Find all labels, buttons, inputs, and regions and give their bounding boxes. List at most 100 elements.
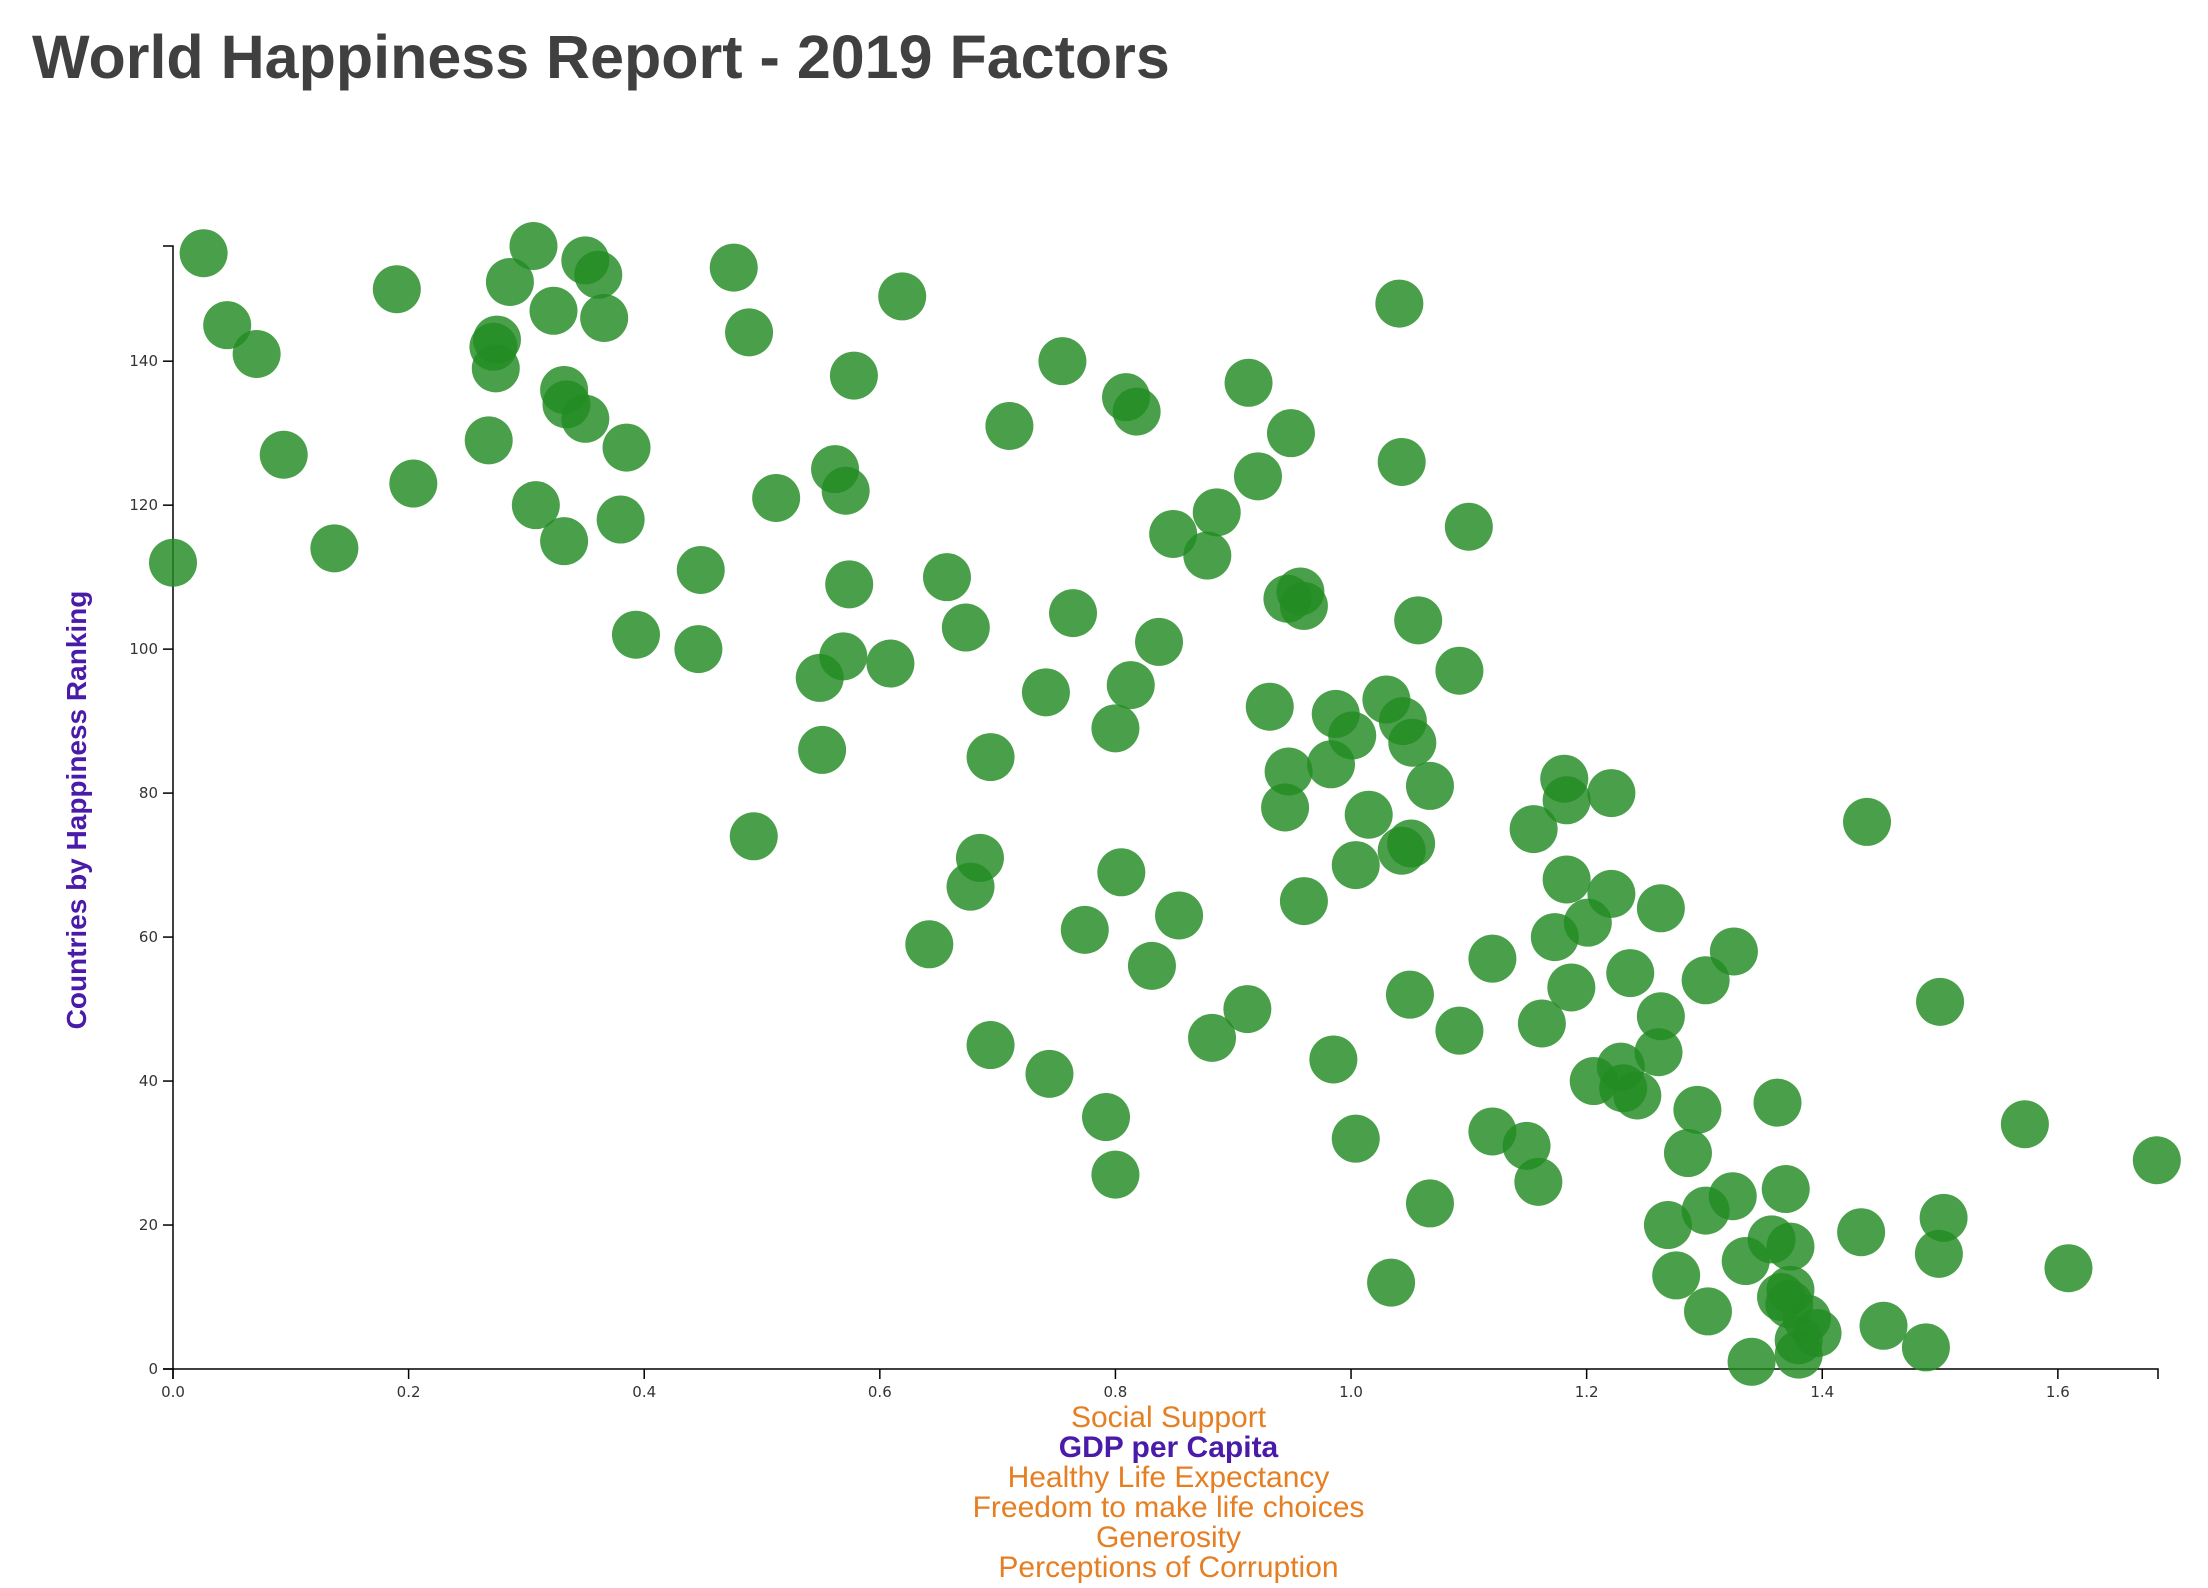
data-point[interactable] — [1916, 977, 1965, 1026]
data-point[interactable] — [1636, 884, 1685, 933]
data-point[interactable] — [1025, 1049, 1074, 1098]
data-point[interactable] — [752, 473, 801, 522]
data-point[interactable] — [1683, 1287, 1732, 1336]
data-point[interactable] — [1155, 891, 1204, 940]
data-point[interactable] — [1468, 934, 1517, 983]
data-point[interactable] — [1761, 1165, 1810, 1214]
data-point[interactable] — [602, 423, 651, 472]
data-point[interactable] — [821, 466, 870, 515]
data-point[interactable] — [1405, 761, 1454, 810]
data-point[interactable] — [1652, 1251, 1701, 1300]
data-point[interactable] — [1843, 797, 1892, 846]
data-point[interactable] — [1435, 1006, 1484, 1055]
data-point[interactable] — [709, 243, 758, 292]
x-axis-option[interactable]: GDP per Capita — [1058, 1431, 1279, 1464]
data-point[interactable] — [149, 538, 197, 587]
x-axis-option[interactable]: Generosity — [1095, 1521, 1242, 1554]
data-point[interactable] — [1837, 1208, 1886, 1257]
data-point[interactable] — [1331, 1114, 1380, 1163]
data-point[interactable] — [866, 639, 915, 688]
data-point[interactable] — [1766, 1222, 1815, 1271]
data-point[interactable] — [1127, 941, 1176, 990]
data-point[interactable] — [1264, 747, 1313, 796]
data-point[interactable] — [1394, 596, 1443, 645]
data-point[interactable] — [1331, 841, 1380, 890]
data-point[interactable] — [2132, 1136, 2181, 1185]
data-point[interactable] — [1774, 1330, 1823, 1379]
data-point[interactable] — [511, 481, 560, 530]
data-point[interactable] — [1188, 1013, 1237, 1062]
data-point[interactable] — [1233, 452, 1282, 501]
data-point[interactable] — [966, 1021, 1015, 1070]
data-point[interactable] — [1377, 826, 1426, 875]
data-point[interactable] — [825, 560, 874, 609]
data-point[interactable] — [1514, 1157, 1563, 1206]
data-point[interactable] — [1636, 992, 1685, 1041]
data-point[interactable] — [259, 430, 308, 479]
data-point[interactable] — [485, 257, 534, 306]
x-axis-option[interactable]: Healthy Life Expectancy — [1007, 1461, 1330, 1494]
data-point[interactable] — [1517, 999, 1566, 1048]
data-point[interactable] — [1753, 1078, 1802, 1127]
data-point[interactable] — [1606, 949, 1655, 998]
data-point[interactable] — [729, 812, 778, 861]
data-point[interactable] — [725, 308, 774, 357]
data-point[interactable] — [1149, 509, 1198, 558]
data-point[interactable] — [1509, 805, 1558, 854]
x-axis-option[interactable]: Social Support — [1070, 1401, 1267, 1434]
data-point[interactable] — [1367, 1258, 1416, 1307]
data-point[interactable] — [1091, 704, 1140, 753]
data-point[interactable] — [611, 610, 660, 659]
data-point[interactable] — [580, 293, 629, 342]
data-point[interactable] — [2044, 1244, 2093, 1293]
data-point[interactable] — [1663, 1129, 1712, 1178]
data-point[interactable] — [1721, 1237, 1770, 1286]
data-point[interactable] — [1344, 790, 1393, 839]
data-point[interactable] — [1135, 617, 1184, 666]
data-point[interactable] — [1091, 1150, 1140, 1199]
data-point[interactable] — [1112, 387, 1161, 436]
data-point[interactable] — [1681, 1186, 1730, 1235]
data-point[interactable] — [1613, 1071, 1662, 1120]
data-point[interactable] — [1245, 682, 1294, 731]
data-point[interactable] — [1309, 1035, 1358, 1084]
data-point[interactable] — [922, 553, 971, 602]
data-point[interactable] — [179, 229, 228, 278]
data-point[interactable] — [203, 301, 252, 350]
data-point[interactable] — [829, 351, 878, 400]
data-point[interactable] — [1405, 1179, 1454, 1228]
data-point[interactable] — [1097, 848, 1146, 897]
data-point[interactable] — [1279, 877, 1328, 926]
data-point[interactable] — [1435, 646, 1484, 695]
data-point[interactable] — [1919, 1193, 1968, 1242]
data-point[interactable] — [1224, 358, 1273, 407]
data-point[interactable] — [1542, 855, 1591, 904]
data-point[interactable] — [389, 459, 438, 508]
data-point[interactable] — [1377, 437, 1426, 486]
data-point[interactable] — [509, 222, 558, 270]
data-point[interactable] — [1183, 531, 1232, 580]
data-point[interactable] — [1021, 668, 1070, 717]
data-point[interactable] — [1223, 985, 1272, 1034]
data-point[interactable] — [1673, 1085, 1722, 1134]
data-point[interactable] — [1388, 718, 1437, 767]
data-point[interactable] — [1279, 581, 1328, 630]
data-point[interactable] — [1106, 661, 1155, 710]
data-point[interactable] — [1266, 409, 1315, 458]
data-point[interactable] — [878, 272, 927, 321]
data-point[interactable] — [795, 653, 844, 702]
data-point[interactable] — [1727, 1337, 1776, 1386]
data-point[interactable] — [1643, 1201, 1692, 1250]
data-point[interactable] — [1192, 488, 1241, 537]
data-point[interactable] — [1444, 502, 1493, 551]
data-point[interactable] — [1060, 905, 1109, 954]
data-point[interactable] — [985, 401, 1034, 450]
data-point[interactable] — [596, 495, 645, 544]
data-point[interactable] — [1542, 776, 1591, 825]
data-point[interactable] — [1587, 769, 1636, 818]
data-point[interactable] — [1634, 1028, 1683, 1077]
data-point[interactable] — [1530, 913, 1579, 962]
data-point[interactable] — [1261, 783, 1310, 832]
data-point[interactable] — [676, 545, 725, 594]
data-point[interactable] — [1385, 970, 1434, 1019]
